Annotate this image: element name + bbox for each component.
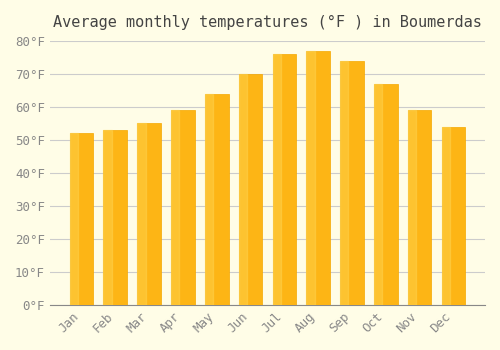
- Title: Average monthly temperatures (°F ) in Boumerdas: Average monthly temperatures (°F ) in Bo…: [53, 15, 482, 30]
- Bar: [408, 110, 416, 305]
- Bar: [306, 51, 314, 305]
- Bar: [205, 94, 229, 305]
- Bar: [442, 127, 465, 305]
- Bar: [340, 61, 364, 305]
- Bar: [104, 130, 127, 305]
- Bar: [272, 54, 296, 305]
- Bar: [138, 124, 161, 305]
- Bar: [374, 84, 382, 305]
- Bar: [104, 130, 112, 305]
- Bar: [171, 110, 179, 305]
- Bar: [272, 54, 281, 305]
- Bar: [70, 133, 94, 305]
- Bar: [408, 110, 432, 305]
- Bar: [306, 51, 330, 305]
- Bar: [340, 61, 348, 305]
- Bar: [70, 133, 78, 305]
- Bar: [205, 94, 213, 305]
- Bar: [442, 127, 450, 305]
- Bar: [238, 74, 247, 305]
- Bar: [238, 74, 262, 305]
- Bar: [138, 124, 145, 305]
- Bar: [171, 110, 194, 305]
- Bar: [374, 84, 398, 305]
